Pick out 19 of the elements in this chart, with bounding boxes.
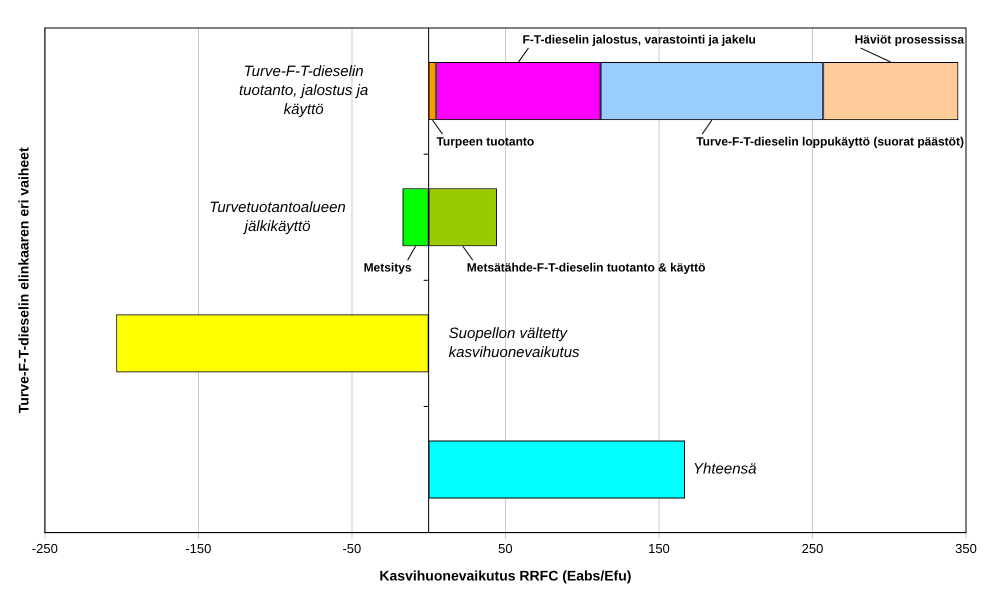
x-tick-label: -150 xyxy=(185,540,212,556)
series-label: Turve-F-T-dieselin loppukäyttö (suorat päästöt) xyxy=(696,134,964,148)
x-tick-label: 350 xyxy=(955,540,977,556)
x-tick-label: 250 xyxy=(802,540,824,556)
x-axis-title: Kasvihuonevaikutus RRFC (Eabs/Efu) xyxy=(379,567,632,584)
series-label: Turpeen tuotanto xyxy=(436,134,534,148)
y-tick-label: Yhteensä xyxy=(693,460,756,478)
series-label: Häviöt prosessissa xyxy=(854,32,964,46)
x-tick-label: 50 xyxy=(498,540,513,556)
series-label: F-T-dieselin jalostus, varastointi ja jakelu xyxy=(522,32,756,46)
y-tick-label: Turve-F-T-dieselin tuotanto, jalostus ja käyttö xyxy=(239,63,368,118)
y-axis-title: Turve-F-T-dieselin elinkaaren eri vaiheet xyxy=(15,147,32,414)
series-label: Metsätähde-F-T-dieselin tuotanto & käyttö xyxy=(466,260,706,275)
x-tick-label: -50 xyxy=(342,540,362,556)
y-tick-label: Suopellon vältetty kasvihuonevaikutus xyxy=(448,325,580,362)
x-tick-label: 150 xyxy=(648,540,670,556)
x-tick-label: -250 xyxy=(32,540,58,556)
series-label: Metsitys xyxy=(364,260,412,275)
y-tick-label: Turvetuotantoalueen jälkikäyttö xyxy=(209,198,346,235)
